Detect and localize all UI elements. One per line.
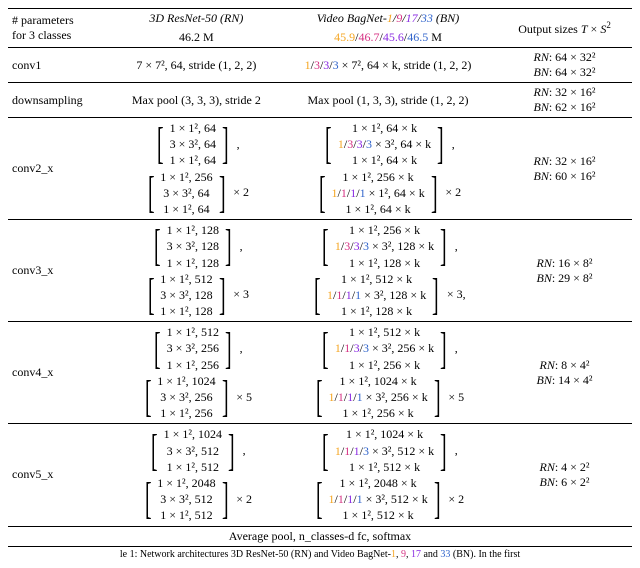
header-bn-params: 45.9/46.7/45.6/46.5 M bbox=[279, 28, 497, 48]
row-conv1-bn: 1/3/3/3 × 7², 64 × k, stride (1, 2, 2) bbox=[279, 48, 497, 83]
row-conv5-rn: 1 × 1², 10243 × 3², 5121 × 1², 512 , 1 ×… bbox=[114, 424, 279, 526]
row-conv2-out: RN: 32 × 16² BN: 60 × 16² bbox=[497, 118, 632, 220]
row-conv4-bn: 1 × 1², 512 × k 1/1/3/3 × 3², 256 × k 1 … bbox=[279, 322, 497, 424]
header-output: Output sizes T × S2 bbox=[497, 9, 632, 48]
row-conv3-rn: 1 × 1², 1283 × 3², 1281 × 1², 128 , 1 × … bbox=[114, 220, 279, 322]
row-conv1-name: conv1 bbox=[8, 48, 114, 83]
row-conv3-bn: 1 × 1², 256 × k 1/3/3/3 × 3², 128 × k 1 … bbox=[279, 220, 497, 322]
header-bn-title: Video BagNet-1/9/17/33 (BN) bbox=[279, 9, 497, 29]
row-conv3-name: conv3_x bbox=[8, 220, 114, 322]
row-down-name: downsampling bbox=[8, 83, 114, 118]
footer-text: Average pool, n_classes-d fc, softmax bbox=[8, 526, 632, 546]
row-conv4-out: RN: 8 × 4² BN: 14 × 4² bbox=[497, 322, 632, 424]
header-rn-params: 46.2 M bbox=[114, 28, 279, 48]
row-conv1-rn: 7 × 7², 64, stride (1, 2, 2) bbox=[114, 48, 279, 83]
row-conv2-bn: 1 × 1², 64 × k 1/3/3/3 × 3², 64 × k 1 × … bbox=[279, 118, 497, 220]
row-conv5-name: conv5_x bbox=[8, 424, 114, 526]
row-down-rn: Max pool (3, 3, 3), stride 2 bbox=[114, 83, 279, 118]
row-conv2-rn: 1 × 1², 64 3 × 3², 64 1 × 1², 64 , 1 × 1… bbox=[114, 118, 279, 220]
row-conv5-bn: 1 × 1², 1024 × k 1/1/1/3 × 3², 512 × k 1… bbox=[279, 424, 497, 526]
row-conv4-name: conv4_x bbox=[8, 322, 114, 424]
header-rn-title: 3D ResNet-50 (RN) bbox=[114, 9, 279, 29]
row-conv4-rn: 1 × 1², 5123 × 3², 2561 × 1², 256 , 1 × … bbox=[114, 322, 279, 424]
row-conv3-out: RN: 16 × 8² BN: 29 × 8² bbox=[497, 220, 632, 322]
row-conv2-name: conv2_x bbox=[8, 118, 114, 220]
header-params: # parameters for 3 classes bbox=[8, 9, 114, 48]
row-conv5-out: RN: 4 × 2² BN: 6 × 2² bbox=[497, 424, 632, 526]
architecture-table: # parameters for 3 classes 3D ResNet-50 … bbox=[8, 8, 632, 547]
row-down-bn: Max pool (1, 3, 3), stride (1, 2, 2) bbox=[279, 83, 497, 118]
row-down-out: RN: 32 × 16² BN: 62 × 16² bbox=[497, 83, 632, 118]
caption: le 1: Network architectures 3D ResNet-50… bbox=[8, 547, 632, 560]
row-conv1-out: RN: 64 × 32² BN: 64 × 32² bbox=[497, 48, 632, 83]
